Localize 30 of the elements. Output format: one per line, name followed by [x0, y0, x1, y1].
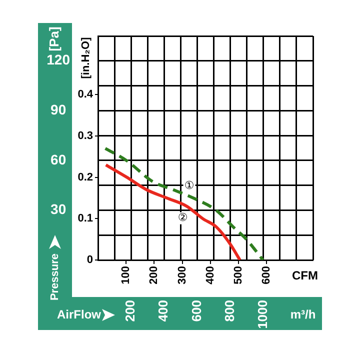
series-label: ① — [184, 178, 194, 192]
line-series — [104, 146, 264, 260]
y-tick-label: 0.1 — [78, 212, 93, 225]
x-tick-label: 200 — [148, 266, 160, 284]
x-tick-label: 100 — [120, 266, 132, 284]
y2-tick-label: 120 — [46, 52, 70, 68]
y2-tick-label: 60 — [50, 151, 66, 168]
x-tick-label: 600 — [260, 266, 273, 284]
y-tick-label: 0.4 — [78, 88, 94, 101]
text: AirFlow — [57, 307, 102, 322]
x-tick-label: 400 — [204, 266, 216, 284]
y2-tick-label: 90 — [50, 102, 66, 118]
x2-tick-label: 800 — [222, 300, 237, 322]
x2-tick-label: 1000 — [254, 300, 270, 329]
line-series — [104, 163, 242, 260]
x2-tick-label: 400 — [156, 300, 171, 322]
y-tick-label: 0.2 — [78, 171, 93, 184]
x-tick-label: 500 — [232, 266, 245, 284]
y2-tick-label: 30 — [50, 201, 66, 218]
x2-axis-title: m³/h — [290, 307, 316, 322]
series-label: ② — [178, 211, 188, 224]
x2-tick-label: 200 — [122, 300, 138, 322]
y-tick-label: 0.3 — [78, 130, 93, 142]
x-axis-title: CFM — [292, 268, 318, 282]
y-axis-title: [in.H₂O] — [80, 36, 92, 79]
y2-axis-title: [Pa] — [46, 26, 62, 52]
x2-tick-label: 600 — [188, 300, 204, 322]
y-tick-label: 0 — [86, 254, 93, 266]
x-tick-label: 300 — [176, 266, 188, 284]
text: Pressure — [49, 253, 62, 301]
